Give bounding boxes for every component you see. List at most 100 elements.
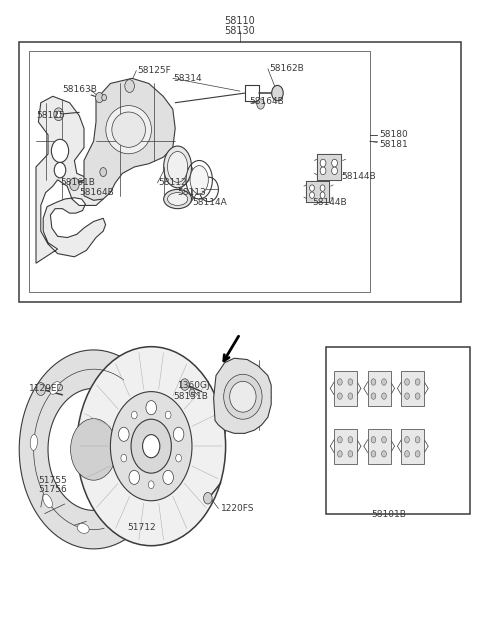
Circle shape xyxy=(348,393,353,399)
Ellipse shape xyxy=(190,166,208,194)
Circle shape xyxy=(165,411,171,419)
Circle shape xyxy=(415,379,420,385)
Circle shape xyxy=(96,92,103,103)
Circle shape xyxy=(371,379,376,385)
Circle shape xyxy=(146,401,156,415)
Text: 1220FS: 1220FS xyxy=(221,504,254,513)
Circle shape xyxy=(119,427,129,441)
Text: 58130: 58130 xyxy=(225,26,255,37)
Text: 58114A: 58114A xyxy=(192,198,227,207)
Circle shape xyxy=(332,159,337,167)
Text: 58162B: 58162B xyxy=(269,64,303,73)
Circle shape xyxy=(405,437,409,443)
Text: 58112: 58112 xyxy=(158,178,187,187)
Ellipse shape xyxy=(106,105,152,154)
Circle shape xyxy=(415,451,420,457)
Circle shape xyxy=(131,419,171,473)
Circle shape xyxy=(257,99,264,109)
Circle shape xyxy=(71,419,117,480)
Circle shape xyxy=(337,437,342,443)
Circle shape xyxy=(382,437,386,443)
Text: 58151B: 58151B xyxy=(173,392,208,401)
Circle shape xyxy=(337,379,342,385)
Text: 1360GJ: 1360GJ xyxy=(178,381,210,390)
Bar xyxy=(19,42,461,302)
Circle shape xyxy=(310,185,314,191)
Bar xyxy=(334,371,357,406)
Text: 58125: 58125 xyxy=(36,111,65,120)
Ellipse shape xyxy=(229,381,256,412)
Circle shape xyxy=(129,471,140,485)
Circle shape xyxy=(405,393,409,399)
Circle shape xyxy=(176,455,181,462)
Circle shape xyxy=(125,80,134,92)
Ellipse shape xyxy=(77,523,89,534)
Text: 58161B: 58161B xyxy=(60,178,95,187)
Text: 51755: 51755 xyxy=(38,476,67,485)
Circle shape xyxy=(332,167,337,175)
Circle shape xyxy=(51,139,69,162)
Bar xyxy=(326,347,470,514)
Text: 58144B: 58144B xyxy=(312,198,347,207)
Circle shape xyxy=(371,437,376,443)
Text: 58101B: 58101B xyxy=(372,510,406,519)
Circle shape xyxy=(348,451,353,457)
Circle shape xyxy=(310,192,314,198)
Polygon shape xyxy=(317,154,341,180)
Circle shape xyxy=(148,481,154,489)
Text: 58180: 58180 xyxy=(379,130,408,139)
Polygon shape xyxy=(214,358,271,433)
Ellipse shape xyxy=(168,193,188,205)
Circle shape xyxy=(382,393,386,399)
Bar xyxy=(368,371,391,406)
Circle shape xyxy=(173,427,184,441)
Text: 58164B: 58164B xyxy=(250,97,284,106)
Circle shape xyxy=(180,379,189,390)
Circle shape xyxy=(100,168,107,177)
Bar xyxy=(334,429,357,464)
Ellipse shape xyxy=(164,146,192,188)
Circle shape xyxy=(320,192,325,198)
Ellipse shape xyxy=(164,189,192,209)
Text: 58125F: 58125F xyxy=(137,66,170,75)
Circle shape xyxy=(371,393,376,399)
Circle shape xyxy=(371,451,376,457)
Circle shape xyxy=(204,492,212,504)
Circle shape xyxy=(415,393,420,399)
Text: 1129ED: 1129ED xyxy=(29,384,64,393)
Circle shape xyxy=(382,379,386,385)
Bar xyxy=(401,371,424,406)
Bar xyxy=(368,429,391,464)
Text: 58164B: 58164B xyxy=(79,188,114,197)
Circle shape xyxy=(405,451,409,457)
Circle shape xyxy=(36,383,46,395)
Circle shape xyxy=(77,347,226,546)
Circle shape xyxy=(189,389,195,397)
Polygon shape xyxy=(306,181,329,202)
Ellipse shape xyxy=(43,494,52,508)
Circle shape xyxy=(163,471,173,485)
Circle shape xyxy=(415,437,420,443)
Bar xyxy=(29,51,370,292)
Circle shape xyxy=(337,451,342,457)
Circle shape xyxy=(121,455,127,462)
Circle shape xyxy=(132,411,137,419)
Bar xyxy=(306,181,329,202)
Polygon shape xyxy=(36,96,106,263)
Ellipse shape xyxy=(30,435,37,451)
Bar xyxy=(401,429,424,464)
Circle shape xyxy=(405,379,409,385)
Text: 58181: 58181 xyxy=(379,140,408,149)
Circle shape xyxy=(320,167,326,175)
Circle shape xyxy=(102,94,107,101)
Circle shape xyxy=(272,85,283,101)
Ellipse shape xyxy=(112,112,145,147)
Circle shape xyxy=(110,392,192,501)
Ellipse shape xyxy=(224,374,262,419)
Text: 58163B: 58163B xyxy=(62,85,97,94)
Polygon shape xyxy=(84,78,175,200)
Circle shape xyxy=(337,393,342,399)
Ellipse shape xyxy=(168,152,188,182)
Circle shape xyxy=(320,159,326,167)
Text: 58113: 58113 xyxy=(178,188,206,197)
